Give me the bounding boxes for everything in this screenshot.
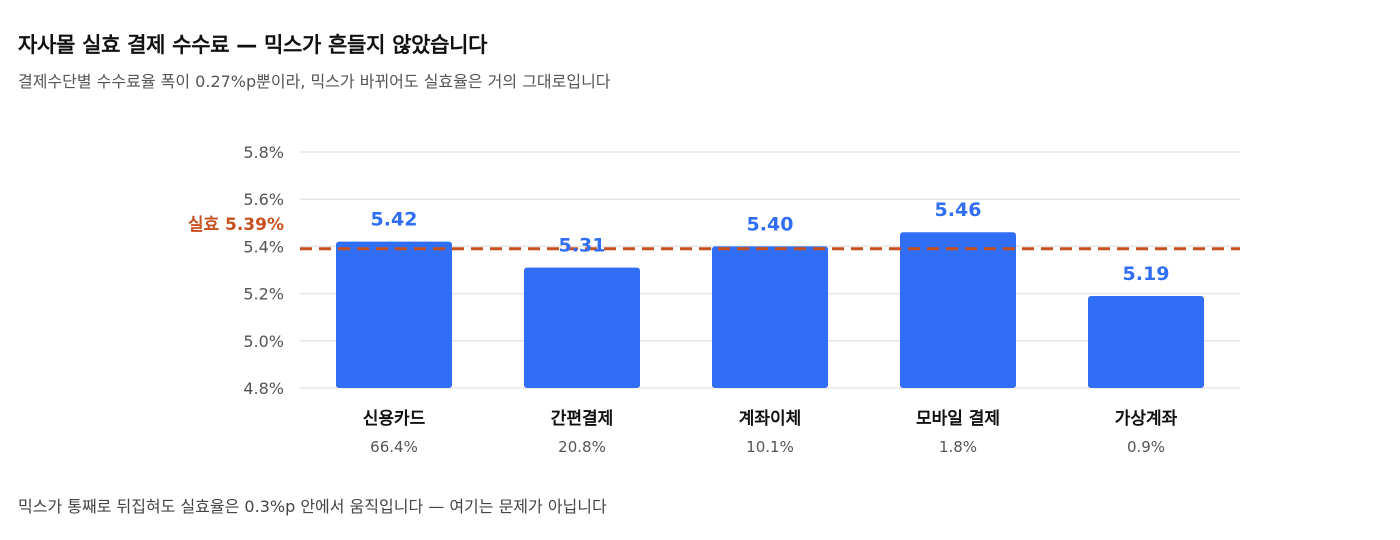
bar <box>712 246 828 388</box>
chart-title: 자사몰 실효 결제 수수료 — 믹스가 흔들지 않았습니다 <box>18 33 488 57</box>
y-tick-label: 5.6% <box>243 190 284 209</box>
y-tick-label: 5.2% <box>243 285 284 304</box>
bar-value-label: 5.19 <box>1123 263 1170 285</box>
bar <box>336 241 452 388</box>
reference-line-group: 실효 5.39% <box>188 215 1240 251</box>
bar-value-label: 5.40 <box>747 213 794 235</box>
chart-subtitle: 결제수단별 수수료율 폭이 0.27%p뿐이라, 믹스가 바뀌어도 실효율은 거… <box>18 72 611 91</box>
bar-value-label: 5.42 <box>371 209 418 231</box>
x-axis-categories: 신용카드 66.4% 간편결제 20.8% 계좌이체 10.1% 모바일 결제 1.8% 가상계… <box>363 409 1178 456</box>
bar-value-label: 5.46 <box>935 199 982 221</box>
y-tick-label: 5.4% <box>243 237 284 256</box>
bar <box>1088 295 1204 388</box>
category-share-label: 10.1% <box>746 438 794 456</box>
bar <box>524 267 640 388</box>
chart-footnote: 믹스가 통째로 뒤집혀도 실효율은 0.3%p 안에서 움직입니다 — 여기는 … <box>18 497 607 516</box>
bar-value-label: 5.31 <box>559 235 606 257</box>
y-tick-label: 5.8% <box>243 143 284 162</box>
y-tick-label: 4.8% <box>243 379 284 398</box>
reference-line-label: 실효 5.39% <box>188 215 284 235</box>
bar-value-labels: 5.42 5.31 5.40 5.46 5.19 <box>371 199 1170 285</box>
category-label: 가상계좌 <box>1115 409 1178 429</box>
category-label: 신용카드 <box>363 409 426 429</box>
category-share-label: 20.8% <box>558 438 606 456</box>
bar <box>900 232 1016 388</box>
category-share-label: 1.8% <box>939 438 977 456</box>
bar-chart: 4.8%5.0%5.2%5.4%5.6%5.8% 실효 5.39% 5.425.… <box>188 143 1240 456</box>
bars <box>336 232 1204 388</box>
category-label: 간편결제 <box>551 409 614 429</box>
category-share-label: 0.9% <box>1127 438 1165 456</box>
category-label: 계좌이체 <box>739 409 802 429</box>
y-axis-ticks: 4.8% 5.0% 5.2% 5.4% 5.6% 5.8% <box>243 143 284 398</box>
category-label: 모바일 결제 <box>916 409 1000 429</box>
y-tick-label: 5.0% <box>243 332 284 351</box>
category-share-label: 66.4% <box>370 438 418 456</box>
